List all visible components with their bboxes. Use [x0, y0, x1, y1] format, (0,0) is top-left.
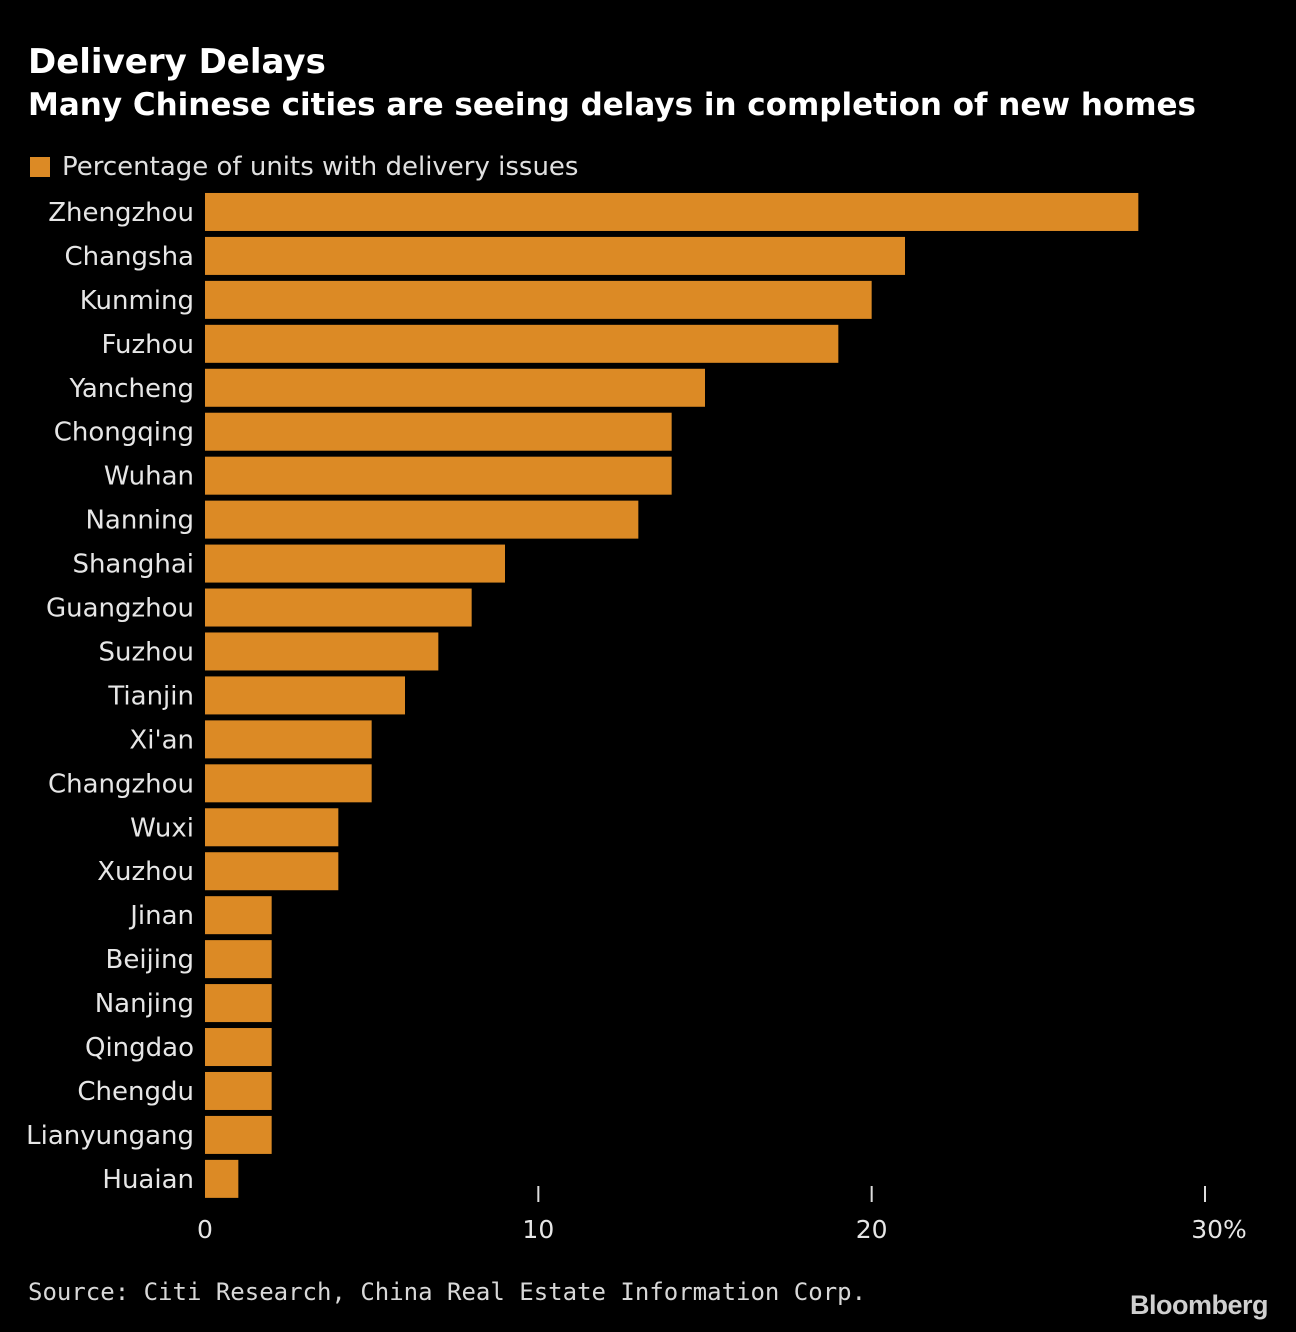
chart-subtitle: Many Chinese cities are seeing delays in…	[28, 87, 1196, 123]
bar	[205, 192, 1139, 231]
bar	[205, 896, 272, 935]
bar	[205, 676, 405, 715]
category-label: Nanning	[85, 506, 194, 536]
category-label: Changsha	[64, 242, 194, 272]
bar	[205, 500, 639, 539]
category-label: Xuzhou	[97, 857, 194, 887]
category-label: Wuhan	[104, 462, 194, 492]
category-label: Fuzhou	[101, 330, 194, 360]
category-label: Lianyungang	[26, 1121, 194, 1151]
x-tick-label: 0	[197, 1215, 213, 1244]
legend-label: Percentage of units with delivery issues	[62, 152, 579, 182]
category-label: Huaian	[102, 1165, 194, 1195]
category-label: Changzhou	[48, 769, 194, 799]
bar	[205, 368, 705, 407]
legend-swatch	[30, 157, 50, 177]
category-label: Chengdu	[77, 1077, 194, 1107]
category-label: Beijing	[106, 945, 195, 975]
bar	[205, 984, 272, 1023]
category-label: Zhengzhou	[48, 198, 194, 228]
category-label: Suzhou	[99, 637, 195, 667]
bar	[205, 456, 672, 495]
x-tick-label: 20	[856, 1215, 888, 1244]
bloomberg-logo: Bloomberg	[1129, 1290, 1269, 1320]
bar	[205, 940, 272, 979]
bar	[205, 1071, 272, 1110]
bar	[205, 588, 472, 627]
bar	[205, 764, 372, 803]
bar	[205, 236, 905, 275]
category-label: Shanghai	[72, 550, 194, 580]
category-label: Xi'an	[129, 725, 194, 755]
category-label: Kunming	[80, 286, 194, 316]
category-label: Nanjing	[95, 989, 194, 1019]
bar	[205, 852, 339, 891]
category-label: Qingdao	[85, 1033, 194, 1063]
category-label: Chongqing	[54, 418, 194, 448]
legend: Percentage of units with delivery issues	[30, 150, 578, 184]
bar	[205, 544, 505, 583]
bar	[205, 280, 872, 319]
bar	[205, 808, 339, 847]
x-tick-label: 10	[522, 1215, 554, 1244]
bar	[205, 1115, 272, 1154]
bar	[205, 1028, 272, 1067]
source-note: Source: Citi Research, China Real Estate…	[28, 1278, 867, 1306]
bar	[205, 632, 439, 671]
bar	[205, 324, 839, 363]
category-label: Wuxi	[130, 813, 194, 843]
category-label: Jinan	[128, 901, 194, 931]
chart-title: Delivery Delays	[28, 42, 326, 82]
bar	[205, 720, 372, 759]
x-tick-label: 30%	[1191, 1215, 1247, 1244]
category-label: Yancheng	[69, 374, 194, 404]
bar	[205, 1159, 239, 1198]
bar	[205, 412, 672, 451]
category-label: Tianjin	[107, 681, 194, 711]
category-label: Guangzhou	[46, 594, 194, 624]
